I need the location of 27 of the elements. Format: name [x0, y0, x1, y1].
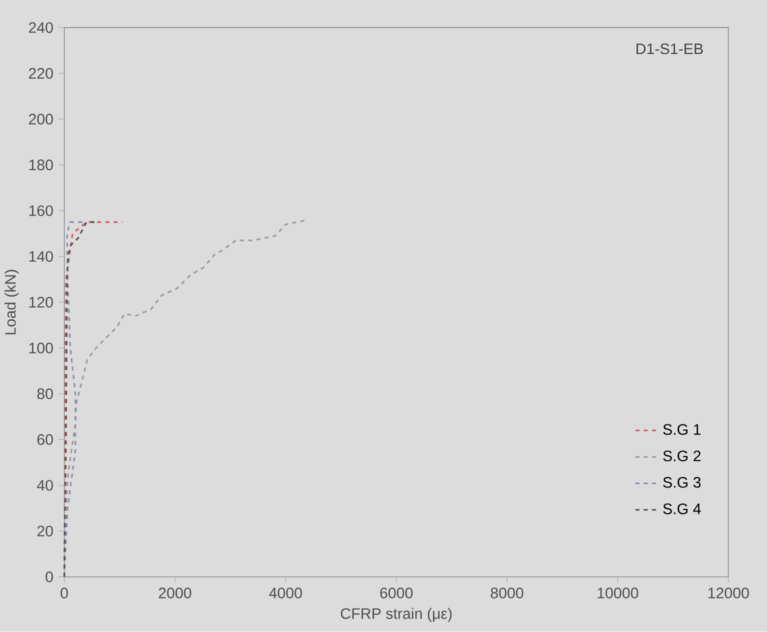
- y-tick-label: 0: [46, 572, 53, 582]
- y-tick-label: 100: [29, 342, 53, 354]
- y-tick-label: 20: [37, 526, 53, 537]
- x-tick-label: 6000: [380, 588, 413, 598]
- x-axis-title: CFRP strain (με): [340, 608, 452, 622]
- x-tick-label: 10000: [598, 588, 638, 598]
- x-tick-label: 8000: [490, 588, 524, 598]
- x-tick-label: 12000: [708, 588, 749, 598]
- y-tick-label: 160: [29, 205, 53, 216]
- y-tick-label: 80: [37, 388, 53, 400]
- annotation: D1-S1-EB: [636, 44, 703, 54]
- legend-label: S.G 2: [663, 450, 701, 462]
- y-tick-label: 220: [28, 68, 53, 79]
- y-tick-label: 60: [37, 434, 53, 446]
- y-tick-label: 240: [28, 22, 53, 34]
- y-tick-label: 40: [36, 480, 53, 491]
- x-tick-label: 0: [60, 588, 68, 598]
- legend-label: S.G 4: [663, 504, 701, 514]
- y-tick-label: 200: [28, 114, 53, 125]
- y-tick-label: 140: [29, 251, 53, 262]
- legend-label: S.G 3: [663, 477, 701, 488]
- y-tick-label: 180: [29, 160, 53, 170]
- y-tick-label: 120: [29, 296, 53, 308]
- legend-label: S.G 1: [663, 424, 701, 435]
- x-tick-label: 4000: [269, 588, 302, 598]
- y-axis-title: Load (kN): [4, 270, 19, 334]
- x-tick-label: 2000: [158, 588, 192, 598]
